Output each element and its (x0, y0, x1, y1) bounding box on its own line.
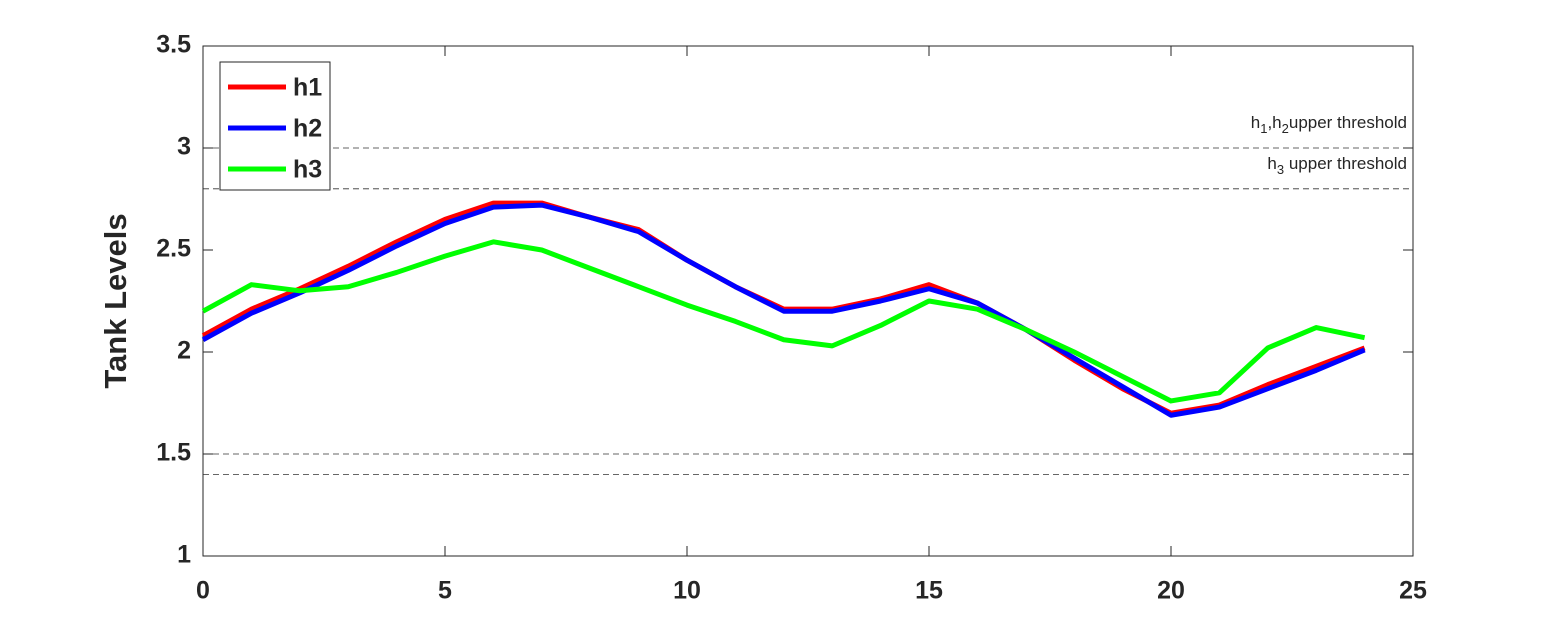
annotation-part: upper threshold (1289, 113, 1407, 132)
annotation-part: h (1267, 154, 1276, 173)
plot-frame (202, 45, 1414, 557)
annotation: h1,h2upper threshold (1251, 113, 1407, 136)
y-tick-label: 3.5 (156, 31, 191, 59)
y-axis-label: Tank Levels (98, 213, 133, 388)
annotation-part: 2 (1282, 121, 1289, 136)
annotation-part: 3 (1277, 162, 1284, 177)
legend-label: h1 (293, 74, 322, 102)
legend-label: h2 (293, 115, 322, 143)
series-line (201, 202, 1366, 418)
annotation-part: h (1251, 113, 1260, 132)
legend-label: h3 (293, 156, 322, 184)
x-tick-label: 15 (915, 577, 943, 605)
x-tick-label: 20 (1157, 577, 1185, 605)
annotation-part: 1 (1260, 121, 1267, 136)
x-tick-label: 25 (1399, 577, 1427, 605)
annotation: h3 upper threshold (1267, 154, 1407, 177)
annotation-part: upper threshold (1284, 154, 1407, 173)
annotation-part: ,h (1267, 113, 1281, 132)
series-line (201, 239, 1366, 404)
x-tick-label: 0 (196, 577, 210, 605)
y-tick-label: 1.5 (156, 439, 191, 467)
y-tick-label: 1 (177, 541, 191, 569)
y-tick-label: 3 (177, 133, 191, 161)
y-tick-label: 2 (177, 337, 191, 365)
x-tick-label: 10 (673, 577, 701, 605)
x-tick-label: 5 (438, 577, 452, 605)
y-tick-label: 2.5 (156, 235, 191, 263)
